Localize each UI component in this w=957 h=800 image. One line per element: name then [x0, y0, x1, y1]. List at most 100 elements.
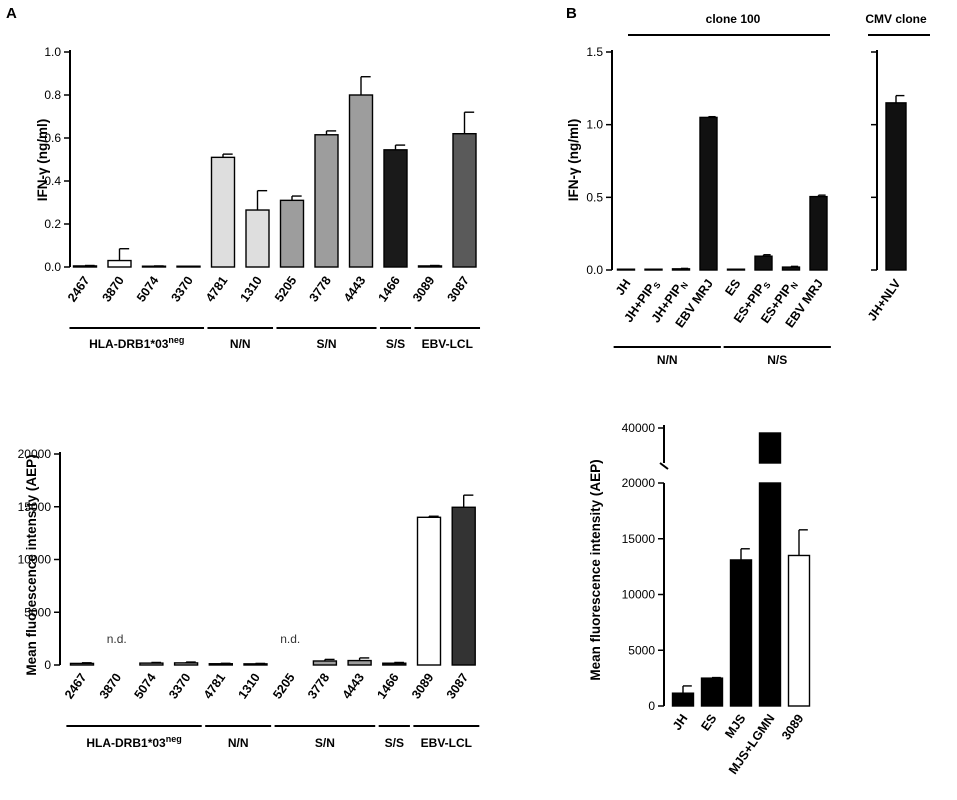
bar	[69, 662, 95, 666]
x-tick-label: ES	[698, 712, 719, 734]
bar	[416, 516, 442, 666]
x-tick-label-subscript: S	[761, 280, 773, 291]
x-tick-label-text: JH	[613, 277, 634, 298]
axis-break-mark	[659, 462, 669, 470]
x-tick-label: 1466	[376, 274, 403, 305]
y-axis-label: Mean fluorescence intensity (AEP)	[588, 459, 603, 680]
x-tick-label: ES	[722, 277, 743, 299]
bar	[754, 255, 773, 271]
y-tick-label: 40000	[622, 421, 656, 435]
x-tick-label: 4443	[340, 671, 367, 702]
y-tick-label: 15000	[622, 532, 656, 546]
bar	[700, 677, 724, 707]
y-tick-label: 0.0	[586, 263, 603, 277]
x-tick-label: 3087	[444, 671, 471, 702]
x-tick-label: 3370	[166, 671, 193, 702]
y-tick-label: 0.0	[44, 260, 61, 274]
x-tick-label-subscript: S	[651, 280, 663, 291]
x-tick-label: 3089	[779, 712, 806, 743]
y-axis-label: IFN-γ (ng/ml)	[35, 119, 50, 202]
x-tick-label: 4781	[201, 671, 228, 702]
y-tick-label: 0.6	[44, 131, 61, 145]
x-tick-label: 3870	[97, 671, 124, 702]
x-tick-label: 4443	[341, 274, 368, 305]
group-label-text: EBV-LCL	[422, 337, 473, 351]
y-tick-label: 0.4	[44, 174, 61, 188]
x-tick-label: JH	[613, 277, 634, 298]
y-tick-label: 10000	[622, 588, 656, 602]
bar	[382, 662, 407, 666]
x-tick-label: 5205	[270, 671, 297, 702]
panel-label-a: A	[6, 5, 17, 22]
y-axis-label: IFN-γ (ng/ml)	[566, 119, 581, 202]
x-tick-label: 2467	[62, 671, 89, 702]
group-label: S/N	[315, 736, 335, 750]
x-tick-label: 1310	[236, 671, 263, 702]
top-label: CMV clone	[865, 12, 927, 26]
group-label: EBV-LCL	[421, 736, 472, 750]
x-tick-label: JH	[670, 712, 691, 733]
group-label: S/S	[386, 337, 405, 351]
y-axis-label: Mean fluorescence intensity (AEP)	[24, 454, 39, 675]
bar	[347, 659, 372, 666]
group-label: S/N	[316, 337, 336, 351]
bar	[383, 149, 408, 268]
bar	[671, 692, 695, 707]
bar	[210, 156, 236, 268]
chart-a-bottom: Mean fluorescence intensity (AEP) 0 5000 1…	[18, 447, 480, 750]
group-label-text: N/N	[228, 736, 249, 750]
group-label-text: S/S	[386, 337, 405, 351]
bar	[885, 102, 907, 271]
group-label: EBV-LCL	[422, 337, 473, 351]
x-tick-label: 5205	[272, 274, 299, 305]
bar	[452, 132, 477, 268]
group-label-text: S/N	[315, 736, 335, 750]
group-label: HLA-DRB1*03neg	[86, 734, 181, 750]
x-tick-label: 5074	[134, 274, 161, 305]
bar	[245, 209, 270, 268]
y-tick-label: 5000	[628, 643, 655, 657]
x-tick-label: 3087	[445, 274, 472, 305]
bar	[787, 554, 811, 707]
bar	[314, 134, 339, 268]
bar	[781, 266, 801, 271]
x-tick-label: 5074	[131, 671, 158, 702]
x-tick-label: 1466	[374, 671, 401, 702]
x-tick-label: MJS	[722, 712, 748, 741]
y-tick-label: 15000	[18, 500, 52, 514]
y-tick-label: 20000	[18, 447, 52, 461]
chart-b-top: IFN-γ (ng/ml) clone 100 0.00.51.01.5JHJH…	[566, 12, 831, 367]
bar	[809, 195, 828, 271]
group-label-text: N/N	[230, 337, 251, 351]
bar	[451, 506, 476, 666]
group-label: S/S	[385, 736, 404, 750]
y-tick-label: 1.0	[586, 118, 603, 132]
y-tick-label: 5000	[24, 605, 51, 619]
y-tick-label: 10000	[18, 553, 52, 567]
x-tick-label: 1310	[238, 274, 265, 305]
top-label: clone 100	[706, 12, 761, 26]
bar	[139, 662, 164, 666]
bar	[699, 116, 718, 271]
chart-b-top-cmv: CMV clone JH+NLV	[865, 12, 930, 324]
y-tick-label: 0.2	[44, 217, 61, 231]
nd-annotation: n.d.	[107, 632, 127, 646]
bar	[729, 559, 753, 707]
bar-upper-segment	[758, 432, 782, 464]
y-tick-label: 0	[44, 658, 51, 672]
group-label: N/N	[657, 353, 678, 367]
bar	[173, 662, 199, 666]
chart-b-bottom: Mean fluorescence intensity (AEP) 0 5000 1…	[588, 421, 811, 777]
x-tick-label: 3089	[410, 274, 437, 305]
bar	[758, 482, 782, 707]
bar	[312, 660, 338, 666]
group-label: N/N	[230, 337, 251, 351]
nd-annotation: n.d.	[280, 632, 300, 646]
x-tick-label: 3778	[305, 671, 332, 702]
x-tick-label-subscript: N	[788, 280, 800, 291]
group-label-text: HLA-DRB1*03	[89, 337, 169, 351]
y-tick-label: 0.8	[44, 88, 61, 102]
group-label-superscript: neg	[168, 335, 184, 345]
x-tick-label: 2467	[65, 274, 92, 305]
y-tick-label: 0	[648, 699, 655, 713]
